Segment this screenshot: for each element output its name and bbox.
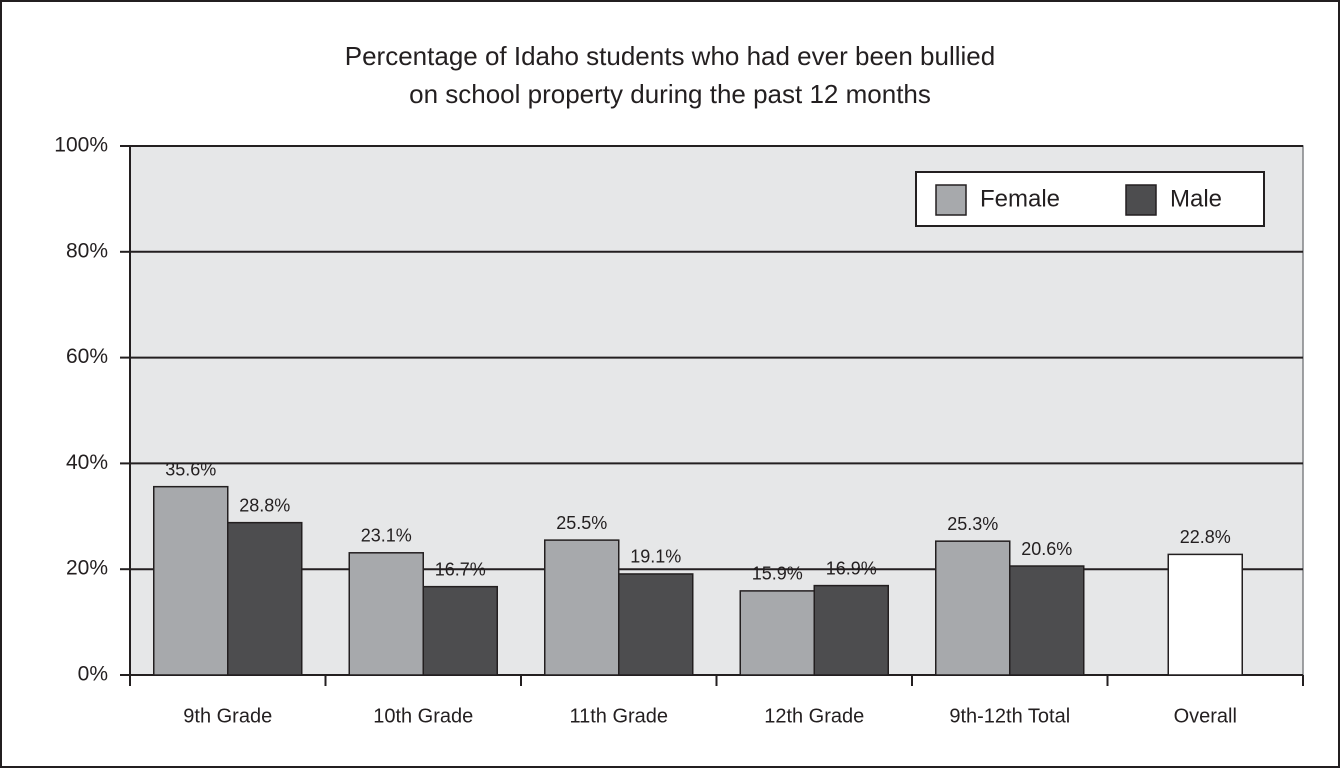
bar [1167,553,1243,676]
bar [813,584,889,676]
value-label: 22.8% [1180,527,1231,547]
bar [739,590,815,676]
y-tick-label: 100% [54,134,108,157]
value-label: 25.3% [947,514,998,534]
x-tick-label: 10th Grade [373,705,473,727]
x-tick-label: 11th Grade [569,705,668,727]
x-tick-label: Overall [1174,705,1237,727]
value-label: 16.7% [435,559,486,579]
bar [618,573,694,676]
chart-title: on school property during the past 12 mo… [409,79,931,109]
bar [422,585,498,676]
value-label: 35.6% [165,459,216,479]
bar [544,539,620,676]
legend-label: Female [980,185,1060,212]
value-label: 23.1% [361,526,412,546]
legend-label: Male [1170,185,1222,212]
y-tick-label: 0% [78,663,108,686]
value-label: 15.9% [752,564,803,584]
value-label: 16.9% [826,558,877,578]
bar [935,540,1011,676]
y-tick-label: 20% [66,557,108,580]
bar [1009,565,1085,676]
value-label: 19.1% [630,547,681,567]
x-tick-label: 12th Grade [764,705,864,727]
plot-area [129,145,1304,676]
bar [153,485,229,676]
chart-title: Percentage of Idaho students who had eve… [345,41,995,71]
bar [227,521,303,676]
legend-box [915,171,1265,227]
y-tick-label: 60% [66,345,108,368]
value-label: 20.6% [1021,539,1072,559]
legend-swatch [935,184,967,216]
value-label: 28.8% [239,495,290,515]
y-tick-label: 80% [66,239,108,262]
x-tick-label: 9th-12th Total [949,705,1070,727]
legend-swatch [1125,184,1157,216]
y-tick-label: 40% [66,451,108,474]
bar [348,552,424,676]
value-label: 25.5% [556,513,607,533]
x-tick-label: 9th Grade [183,705,272,727]
